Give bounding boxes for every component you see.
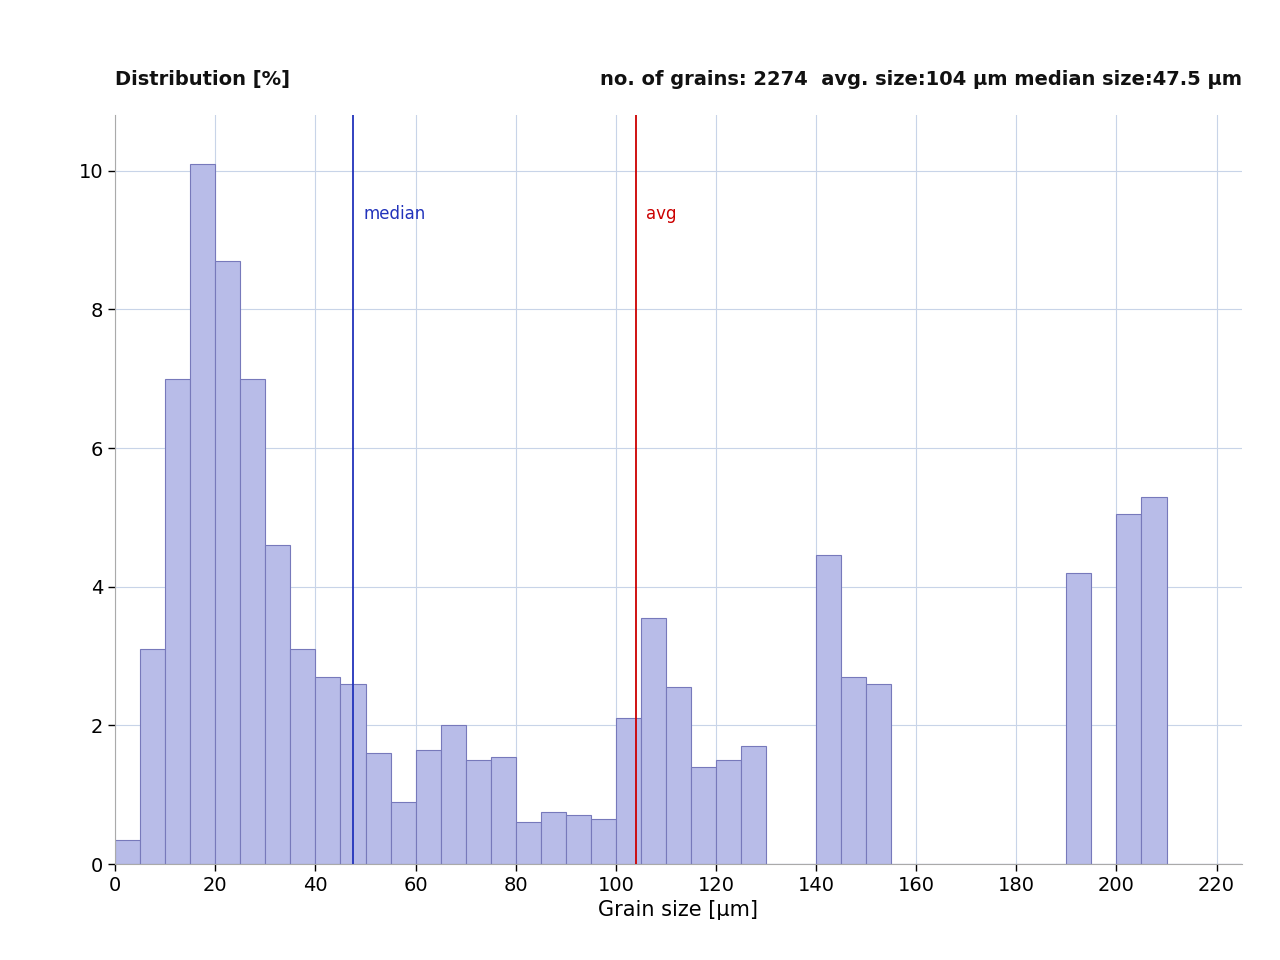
Bar [516,823,540,864]
Bar [440,726,466,864]
Bar [1142,496,1166,864]
Bar [1116,514,1142,864]
Bar [141,649,165,864]
Bar [241,378,265,864]
Text: avg: avg [646,205,676,224]
Bar [315,677,340,864]
Bar [716,760,741,864]
Bar [490,756,516,864]
Bar [540,812,566,864]
Bar [215,261,241,864]
Bar [691,767,716,864]
Bar [165,378,191,864]
Bar [265,545,291,864]
Bar [340,684,366,864]
Bar [390,802,416,864]
Bar [366,753,390,864]
Bar [666,687,691,864]
Bar [416,750,440,864]
Bar [741,746,765,864]
Bar [591,819,616,864]
Bar [566,815,591,864]
Bar [841,677,867,864]
X-axis label: Grain size [μm]: Grain size [μm] [598,900,758,921]
Text: median: median [364,205,425,224]
Bar [191,164,215,864]
Bar [616,718,641,864]
Bar [466,760,490,864]
Bar [867,684,891,864]
Text: Distribution [%]: Distribution [%] [115,70,291,89]
Bar [1066,573,1092,864]
Bar [641,618,666,864]
Bar [291,649,315,864]
Text: no. of grains: 2274  avg. size:104 μm median size:47.5 μm: no. of grains: 2274 avg. size:104 μm med… [599,70,1242,89]
Bar [115,840,141,864]
Bar [817,556,841,864]
